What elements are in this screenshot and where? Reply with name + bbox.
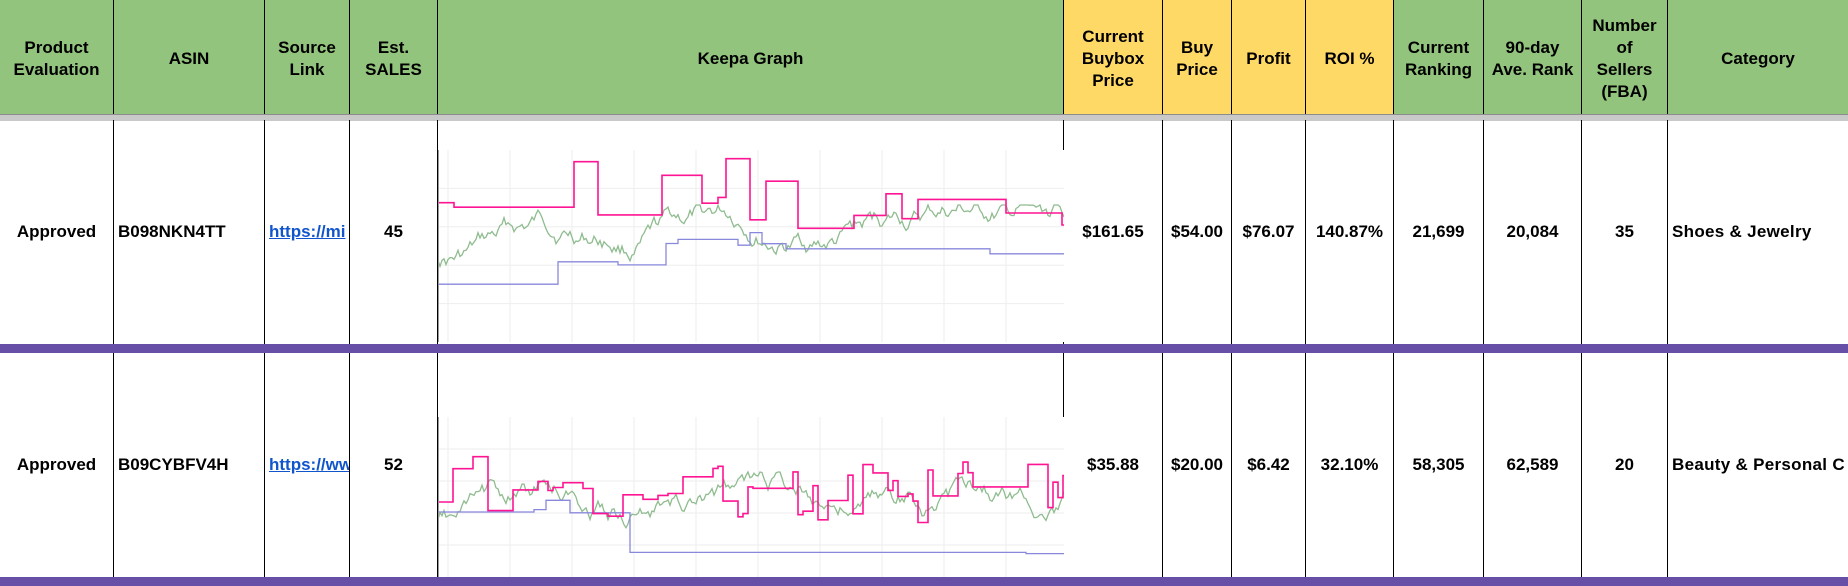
keepa-graph-image [438,150,1064,342]
header-est-sales[interactable]: Est. SALES [350,0,438,117]
keepa-chart [438,417,1064,577]
current-ranking-cell[interactable]: 58,305 [1394,353,1484,577]
buybox-price-series [438,157,1064,230]
row-separator [0,577,1848,586]
header-divider [0,114,1848,121]
new-price-series [438,231,1064,285]
header-keepa-graph[interactable]: Keepa Graph [438,0,1064,117]
header-buy-price[interactable]: Buy Price [1163,0,1232,117]
header-90day-rank[interactable]: 90-day Ave. Rank [1484,0,1582,117]
roi-cell[interactable]: 140.87% [1306,120,1394,344]
keepa-graph-image [438,417,1064,577]
header-source-link[interactable]: Source Link [265,0,350,117]
avg-rank-cell[interactable]: 20,084 [1484,120,1582,344]
table-row: Approved B09CYBFV4H https://ww 52 $35.88… [0,353,1848,577]
header-buybox-price[interactable]: Current Buybox Price [1064,0,1163,117]
sellers-cell[interactable]: 35 [1582,120,1668,344]
buybox-price-cell[interactable]: $35.88 [1064,353,1163,577]
avg-rank-cell[interactable]: 62,589 [1484,353,1582,577]
buybox-price-cell[interactable]: $161.65 [1064,120,1163,344]
category-text: Shoes & Jewelry [1672,222,1812,241]
roi-cell[interactable]: 32.10% [1306,353,1394,577]
asin-cell[interactable]: B098NKN4TT [114,120,265,344]
table-row: Approved B098NKN4TT https://mi 45 $161.6… [0,120,1848,344]
profit-cell[interactable]: $6.42 [1232,353,1306,577]
buy-price-cell[interactable]: $54.00 [1163,120,1232,344]
row-separator [0,344,1848,353]
source-link[interactable]: https://mi [269,222,346,241]
buybox-price-series [438,455,1064,524]
chart-background [438,150,1064,342]
evaluation-cell[interactable]: Approved [0,353,114,577]
header-row: Product Evaluation ASIN Source Link Est.… [0,0,1848,117]
source-link-cell[interactable]: https://mi [265,120,350,344]
category-text: Beauty & Personal C [1672,455,1845,474]
header-roi[interactable]: ROI % [1306,0,1394,117]
new-price-series [438,499,1064,555]
evaluation-cell[interactable]: Approved [0,120,114,344]
keepa-chart [438,150,1064,342]
header-asin[interactable]: ASIN [114,0,265,117]
header-product-evaluation[interactable]: Product Evaluation [0,0,114,117]
asin-cell[interactable]: B09CYBFV4H [114,353,265,577]
buy-price-cell[interactable]: $20.00 [1163,353,1232,577]
current-ranking-cell[interactable]: 21,699 [1394,120,1484,344]
source-link[interactable]: https://ww [269,455,350,474]
category-cell[interactable]: Shoes & Jewelry [1668,120,1848,344]
header-profit[interactable]: Profit [1232,0,1306,117]
sales-rank-series [438,203,1064,269]
keepa-graph-cell[interactable] [438,120,1064,344]
sellers-cell[interactable]: 20 [1582,353,1668,577]
header-category[interactable]: Category [1668,0,1848,117]
chart-background [438,417,1064,577]
header-current-ranking[interactable]: Current Ranking [1394,0,1484,117]
profit-cell[interactable]: $76.07 [1232,120,1306,344]
est-sales-cell[interactable]: 52 [350,353,438,577]
header-number-of-sellers[interactable]: Number of Sellers (FBA) [1582,0,1668,117]
category-cell[interactable]: Beauty & Personal C [1668,353,1848,577]
source-link-cell[interactable]: https://ww [265,353,350,577]
est-sales-cell[interactable]: 45 [350,120,438,344]
keepa-graph-cell[interactable] [438,353,1064,577]
